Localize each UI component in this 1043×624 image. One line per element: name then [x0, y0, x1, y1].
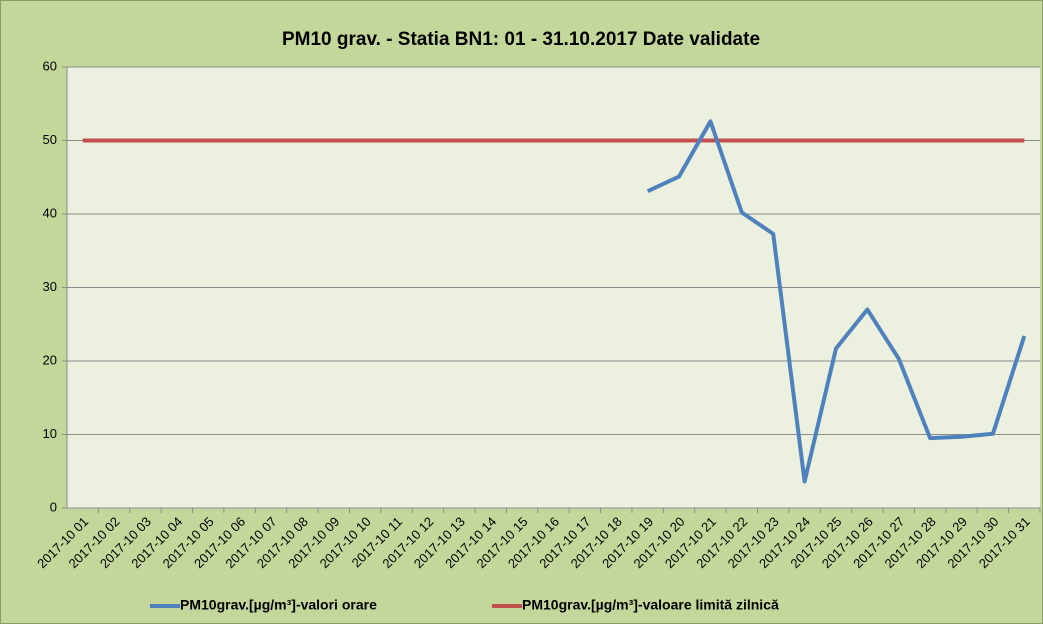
y-tick-label: 20	[43, 352, 57, 367]
legend-label: PM10grav.[µg/m³]-valoare limită zilnică	[522, 597, 779, 613]
y-tick-label: 50	[43, 132, 57, 147]
chart-title: PM10 grav. - Statia BN1: 01 - 31.10.2017…	[282, 29, 760, 50]
y-tick-label: 0	[50, 499, 57, 514]
series-line	[646, 119, 1027, 484]
y-tick-label: 60	[43, 58, 57, 73]
y-tick-label: 40	[43, 205, 57, 220]
y-tick-label: 10	[43, 426, 57, 441]
y-tick-label: 30	[43, 279, 57, 294]
legend-label: PM10grav.[µg/m³]-valori orare	[180, 597, 377, 613]
